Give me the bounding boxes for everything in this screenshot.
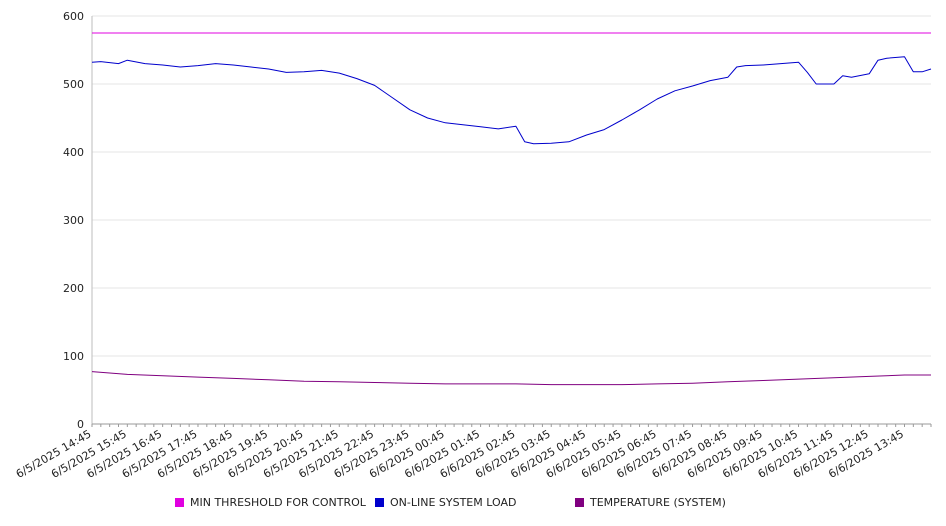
legend-item-temperature[interactable]: TEMPERATURE (SYSTEM) [575, 496, 726, 509]
y-tick-label-0: 0 [77, 418, 84, 431]
series-line-system-load [91, 56, 932, 145]
series-line-temperature [91, 371, 931, 386]
legend-swatch-temperature [575, 498, 584, 507]
legend-label-system-load: ON-LINE SYSTEM LOAD [390, 496, 517, 509]
y-tick-label-300: 300 [63, 214, 84, 227]
legend-item-system-load[interactable]: ON-LINE SYSTEM LOAD [375, 496, 516, 509]
axes [91, 16, 932, 427]
x-axis-ticks: 6/5/2025 14:456/5/2025 15:456/5/2025 16:… [14, 427, 906, 481]
y-tick-label-100: 100 [63, 350, 84, 363]
y-tick-label-200: 200 [63, 282, 84, 295]
y-tick-label-500: 500 [63, 78, 84, 91]
legend-label-min-threshold: MIN THRESHOLD FOR CONTROL [190, 496, 366, 509]
y-tick-label-600: 600 [63, 10, 84, 23]
series-lines [91, 32, 932, 386]
legend-swatch-system-load [375, 498, 384, 507]
legend: MIN THRESHOLD FOR CONTROL ON-LINE SYSTEM… [0, 496, 946, 516]
legend-item-min-threshold[interactable]: MIN THRESHOLD FOR CONTROL [175, 496, 366, 509]
y-axis-ticks: 0 100 200 300 400 500 600 [63, 10, 84, 431]
legend-swatch-min-threshold [175, 498, 184, 507]
y-tick-label-400: 400 [63, 146, 84, 159]
gridlines [92, 15, 931, 357]
legend-label-temperature: TEMPERATURE (SYSTEM) [590, 496, 726, 509]
